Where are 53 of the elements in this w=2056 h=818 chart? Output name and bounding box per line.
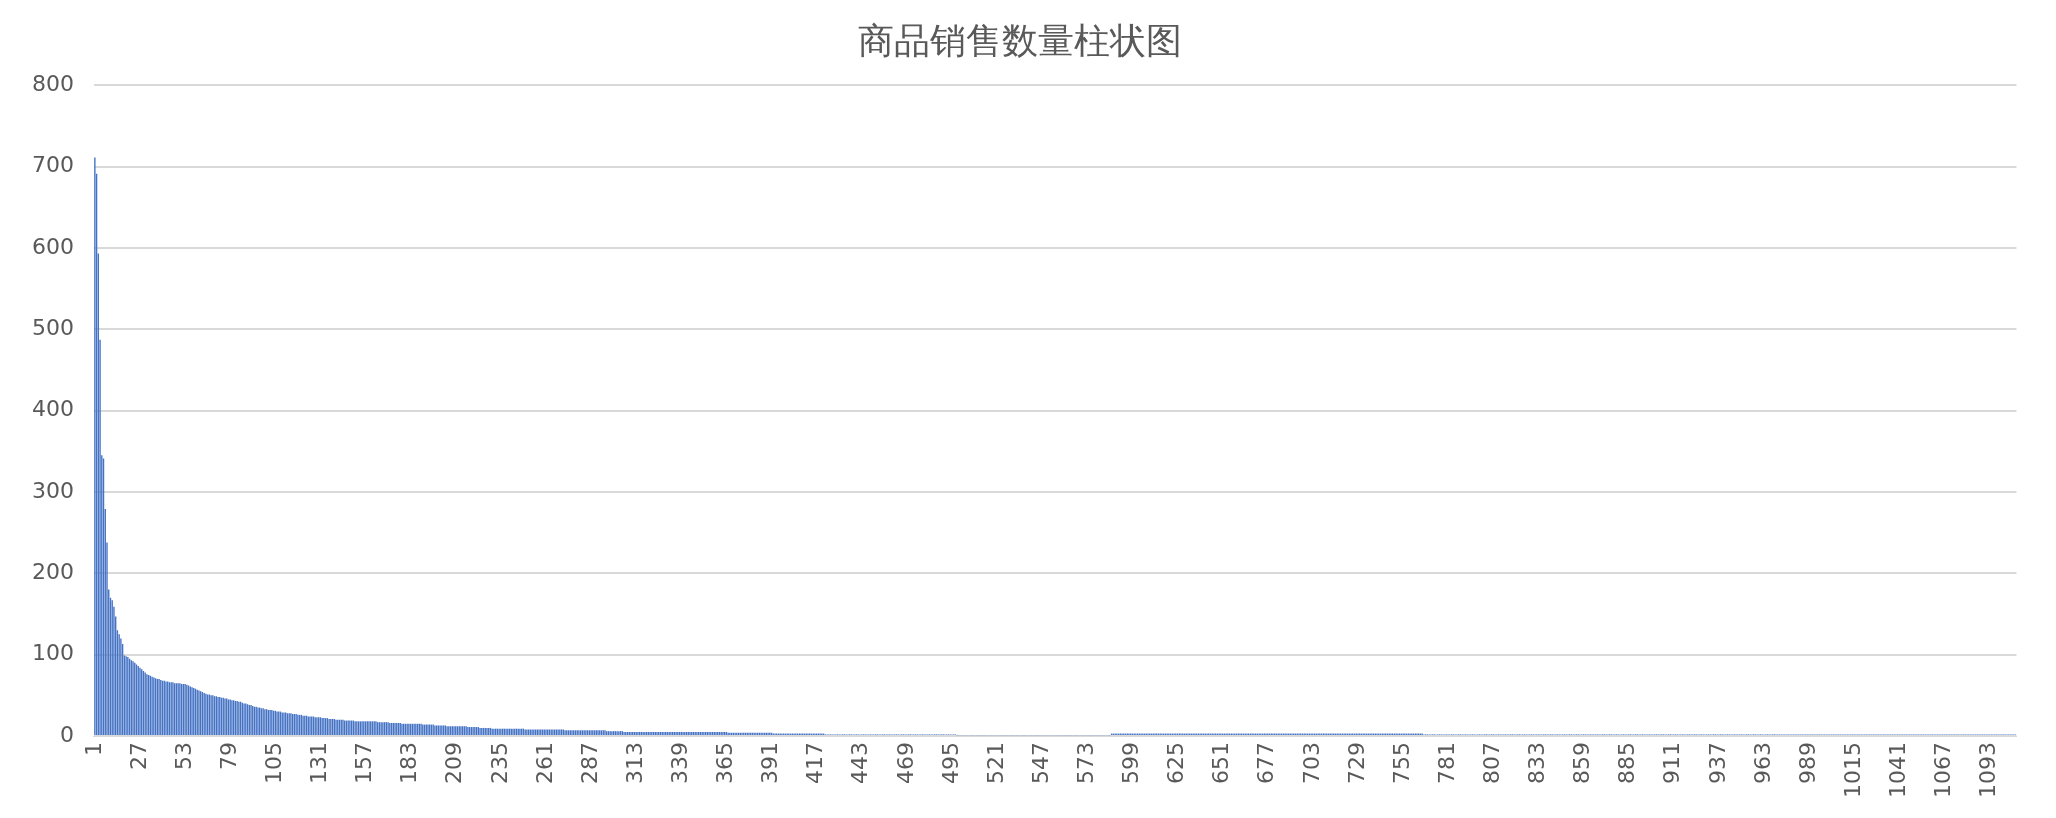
x-tick-label: 495 — [937, 742, 963, 785]
x-tick-label: 1015 — [1839, 742, 1865, 799]
y-tick-label: 400 — [31, 396, 74, 422]
x-tick-label: 287 — [576, 742, 602, 785]
x-tick-label: 677 — [1253, 742, 1279, 785]
x-tick-label: 27 — [125, 742, 151, 771]
x-tick-label: 521 — [982, 742, 1008, 785]
x-tick-label: 963 — [1749, 742, 1775, 785]
y-tick-label: 500 — [31, 314, 74, 340]
x-tick-label: 417 — [802, 742, 828, 785]
x-tick-label: 183 — [396, 742, 422, 785]
x-tick-label: 989 — [1794, 742, 1820, 785]
x-tick-label: 235 — [486, 742, 512, 785]
x-tick-label: 391 — [757, 742, 783, 785]
x-tick-label: 781 — [1433, 742, 1459, 785]
x-tick-label: 547 — [1027, 742, 1053, 785]
x-tick-label: 833 — [1524, 742, 1550, 785]
x-tick-label: 573 — [1073, 742, 1099, 785]
x-tick-label: 755 — [1388, 742, 1414, 785]
x-tick-label: 1093 — [1975, 742, 2001, 799]
chart-title: 商品销售数量柱状图 — [858, 19, 1182, 61]
x-tick-label: 131 — [306, 742, 332, 785]
y-tick-label: 600 — [31, 233, 74, 259]
x-tick-label: 703 — [1298, 742, 1324, 785]
y-tick-label: 800 — [31, 70, 74, 96]
x-tick-label: 209 — [441, 742, 467, 785]
x-tick-label: 157 — [351, 742, 377, 785]
x-tick-label: 729 — [1343, 742, 1369, 785]
x-tick-label: 599 — [1118, 742, 1144, 785]
x-tick-label: 79 — [215, 742, 241, 771]
x-tick-label: 651 — [1208, 742, 1234, 785]
x-tick-label: 937 — [1704, 742, 1730, 785]
y-tick-label: 700 — [31, 152, 74, 178]
x-tick-label: 1041 — [1885, 742, 1911, 799]
x-tick-label: 1067 — [1930, 742, 1956, 799]
x-tick-label: 625 — [1163, 742, 1189, 785]
x-tick-label: 807 — [1479, 742, 1505, 785]
y-tick-label: 100 — [31, 640, 74, 666]
x-tick-label: 859 — [1569, 742, 1595, 785]
x-tick-label: 911 — [1659, 742, 1685, 785]
x-tick-label: 339 — [667, 742, 693, 785]
y-tick-label: 200 — [31, 559, 74, 585]
x-tick-label: 105 — [261, 742, 287, 785]
y-tick-label: 0 — [59, 721, 74, 747]
x-tick-label: 365 — [712, 742, 738, 785]
x-tick-label: 313 — [621, 742, 647, 785]
y-tick-label: 300 — [31, 477, 74, 503]
x-tick-label: 469 — [892, 742, 918, 785]
x-tick-label: 53 — [170, 742, 196, 771]
x-tick-label: 885 — [1614, 742, 1640, 785]
x-tick-label: 443 — [847, 742, 873, 785]
x-tick-label: 261 — [531, 742, 557, 785]
x-tick-label: 1 — [80, 742, 106, 757]
